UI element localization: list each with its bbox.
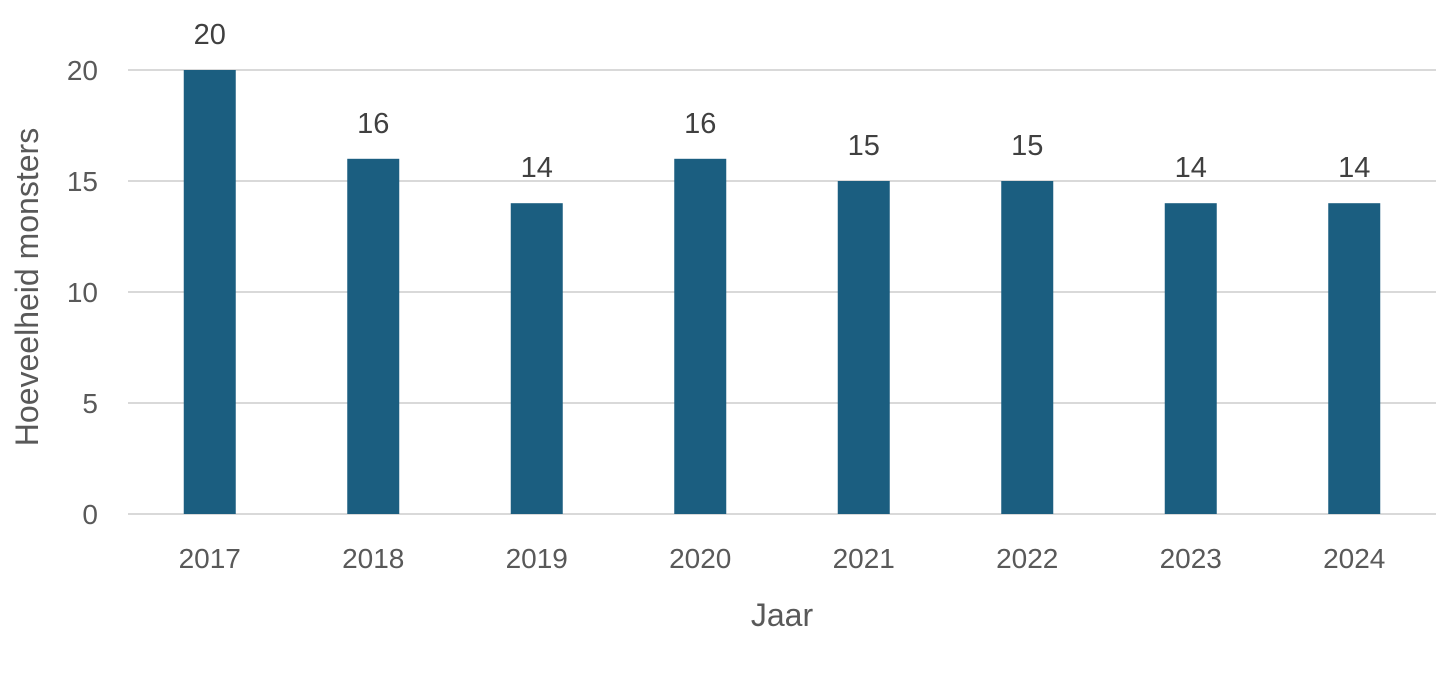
data-label: 15 bbox=[1011, 130, 1043, 162]
x-tick-label: 2020 bbox=[669, 543, 731, 574]
bar bbox=[347, 158, 400, 515]
x-axis-title: Jaar bbox=[751, 597, 814, 633]
data-label: 15 bbox=[848, 130, 880, 162]
y-axis-ticks: 0 5 10 15 20 bbox=[67, 55, 98, 530]
bar bbox=[1001, 181, 1054, 514]
data-label: 14 bbox=[521, 152, 553, 184]
y-tick-label: 0 bbox=[82, 499, 98, 530]
bar bbox=[837, 181, 890, 514]
bars bbox=[183, 70, 1381, 515]
data-label: 20 bbox=[194, 19, 226, 51]
x-tick-label: 2019 bbox=[506, 543, 568, 574]
y-tick-label: 5 bbox=[82, 388, 98, 419]
y-axis-title: Hoeveelheid monsters bbox=[9, 128, 45, 446]
data-label: 14 bbox=[1338, 152, 1370, 184]
gridlines bbox=[128, 69, 1436, 515]
y-tick-label: 10 bbox=[67, 277, 98, 308]
bar bbox=[674, 158, 727, 515]
data-label: 14 bbox=[1175, 152, 1207, 184]
data-label: 16 bbox=[684, 108, 716, 140]
x-tick-label: 2021 bbox=[833, 543, 895, 574]
data-label: 16 bbox=[357, 108, 389, 140]
bar bbox=[1328, 203, 1381, 514]
y-tick-label: 20 bbox=[67, 55, 98, 86]
x-tick-label: 2018 bbox=[342, 543, 404, 574]
bar bbox=[1164, 203, 1217, 514]
y-tick-label: 15 bbox=[67, 166, 98, 197]
x-tick-label: 2023 bbox=[1160, 543, 1222, 574]
x-tick-label: 2024 bbox=[1323, 543, 1385, 574]
bar bbox=[183, 70, 236, 514]
x-tick-label: 2017 bbox=[179, 543, 241, 574]
x-axis-ticks: 2017 2018 2019 2020 2021 2022 2023 2024 bbox=[179, 543, 1386, 574]
x-tick-label: 2022 bbox=[996, 543, 1058, 574]
data-labels: 20 16 14 16 15 15 14 14 bbox=[194, 19, 1371, 184]
bar bbox=[510, 203, 563, 514]
